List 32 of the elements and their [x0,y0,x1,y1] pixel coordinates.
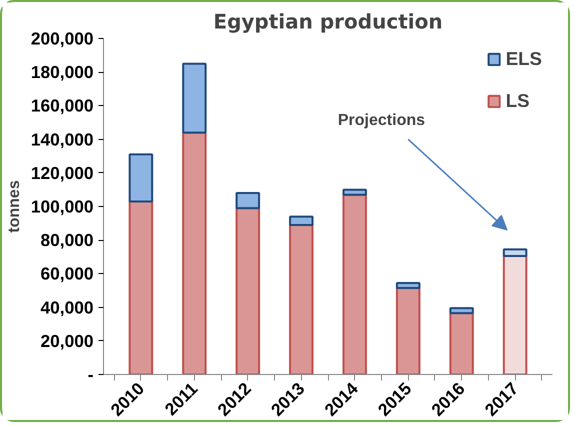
bar [289,224,314,374]
bar [502,255,528,374]
y-tick-label: 40,000 [40,297,94,318]
bar [449,312,474,374]
legend-label: LS [506,90,530,112]
y-tick-label: 80,000 [40,230,94,250]
bar [236,207,260,374]
y-tick-label: 140,000 [30,129,94,150]
chart-title: Egyptian production [213,10,443,34]
bar [182,62,207,134]
y-tick-label: 180,000 [30,62,94,82]
annotation: Projections [338,112,426,130]
bar [449,307,474,314]
bar [342,194,367,374]
y-tick-label: 60,000 [40,264,94,284]
y-axis-title: tonnes [6,180,23,233]
bar [182,132,207,374]
y-tick-label: 20,000 [40,330,94,351]
y-tick-label: - [88,364,94,384]
legend-label: ELS [506,48,542,70]
y-tick-label: 120,000 [30,162,94,183]
y-tick-label: 100,000 [30,196,94,216]
bar [289,216,314,226]
bar [128,200,154,374]
bar [396,286,420,374]
bar [502,248,528,258]
y-tick-label: 160,000 [30,96,94,116]
bar [128,153,154,202]
y-tick-label: 200,000 [30,28,94,48]
bar [342,188,367,196]
bar [236,192,260,210]
bar [396,282,420,289]
